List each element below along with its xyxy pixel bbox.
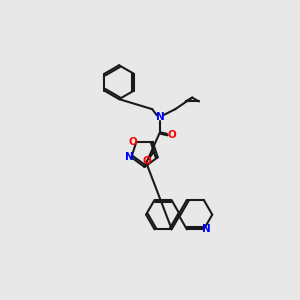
Text: N: N: [124, 152, 134, 162]
Text: O: O: [168, 130, 177, 140]
Text: N: N: [202, 224, 211, 233]
Text: N: N: [155, 112, 164, 122]
Text: O: O: [129, 137, 138, 147]
Text: O: O: [142, 156, 151, 166]
